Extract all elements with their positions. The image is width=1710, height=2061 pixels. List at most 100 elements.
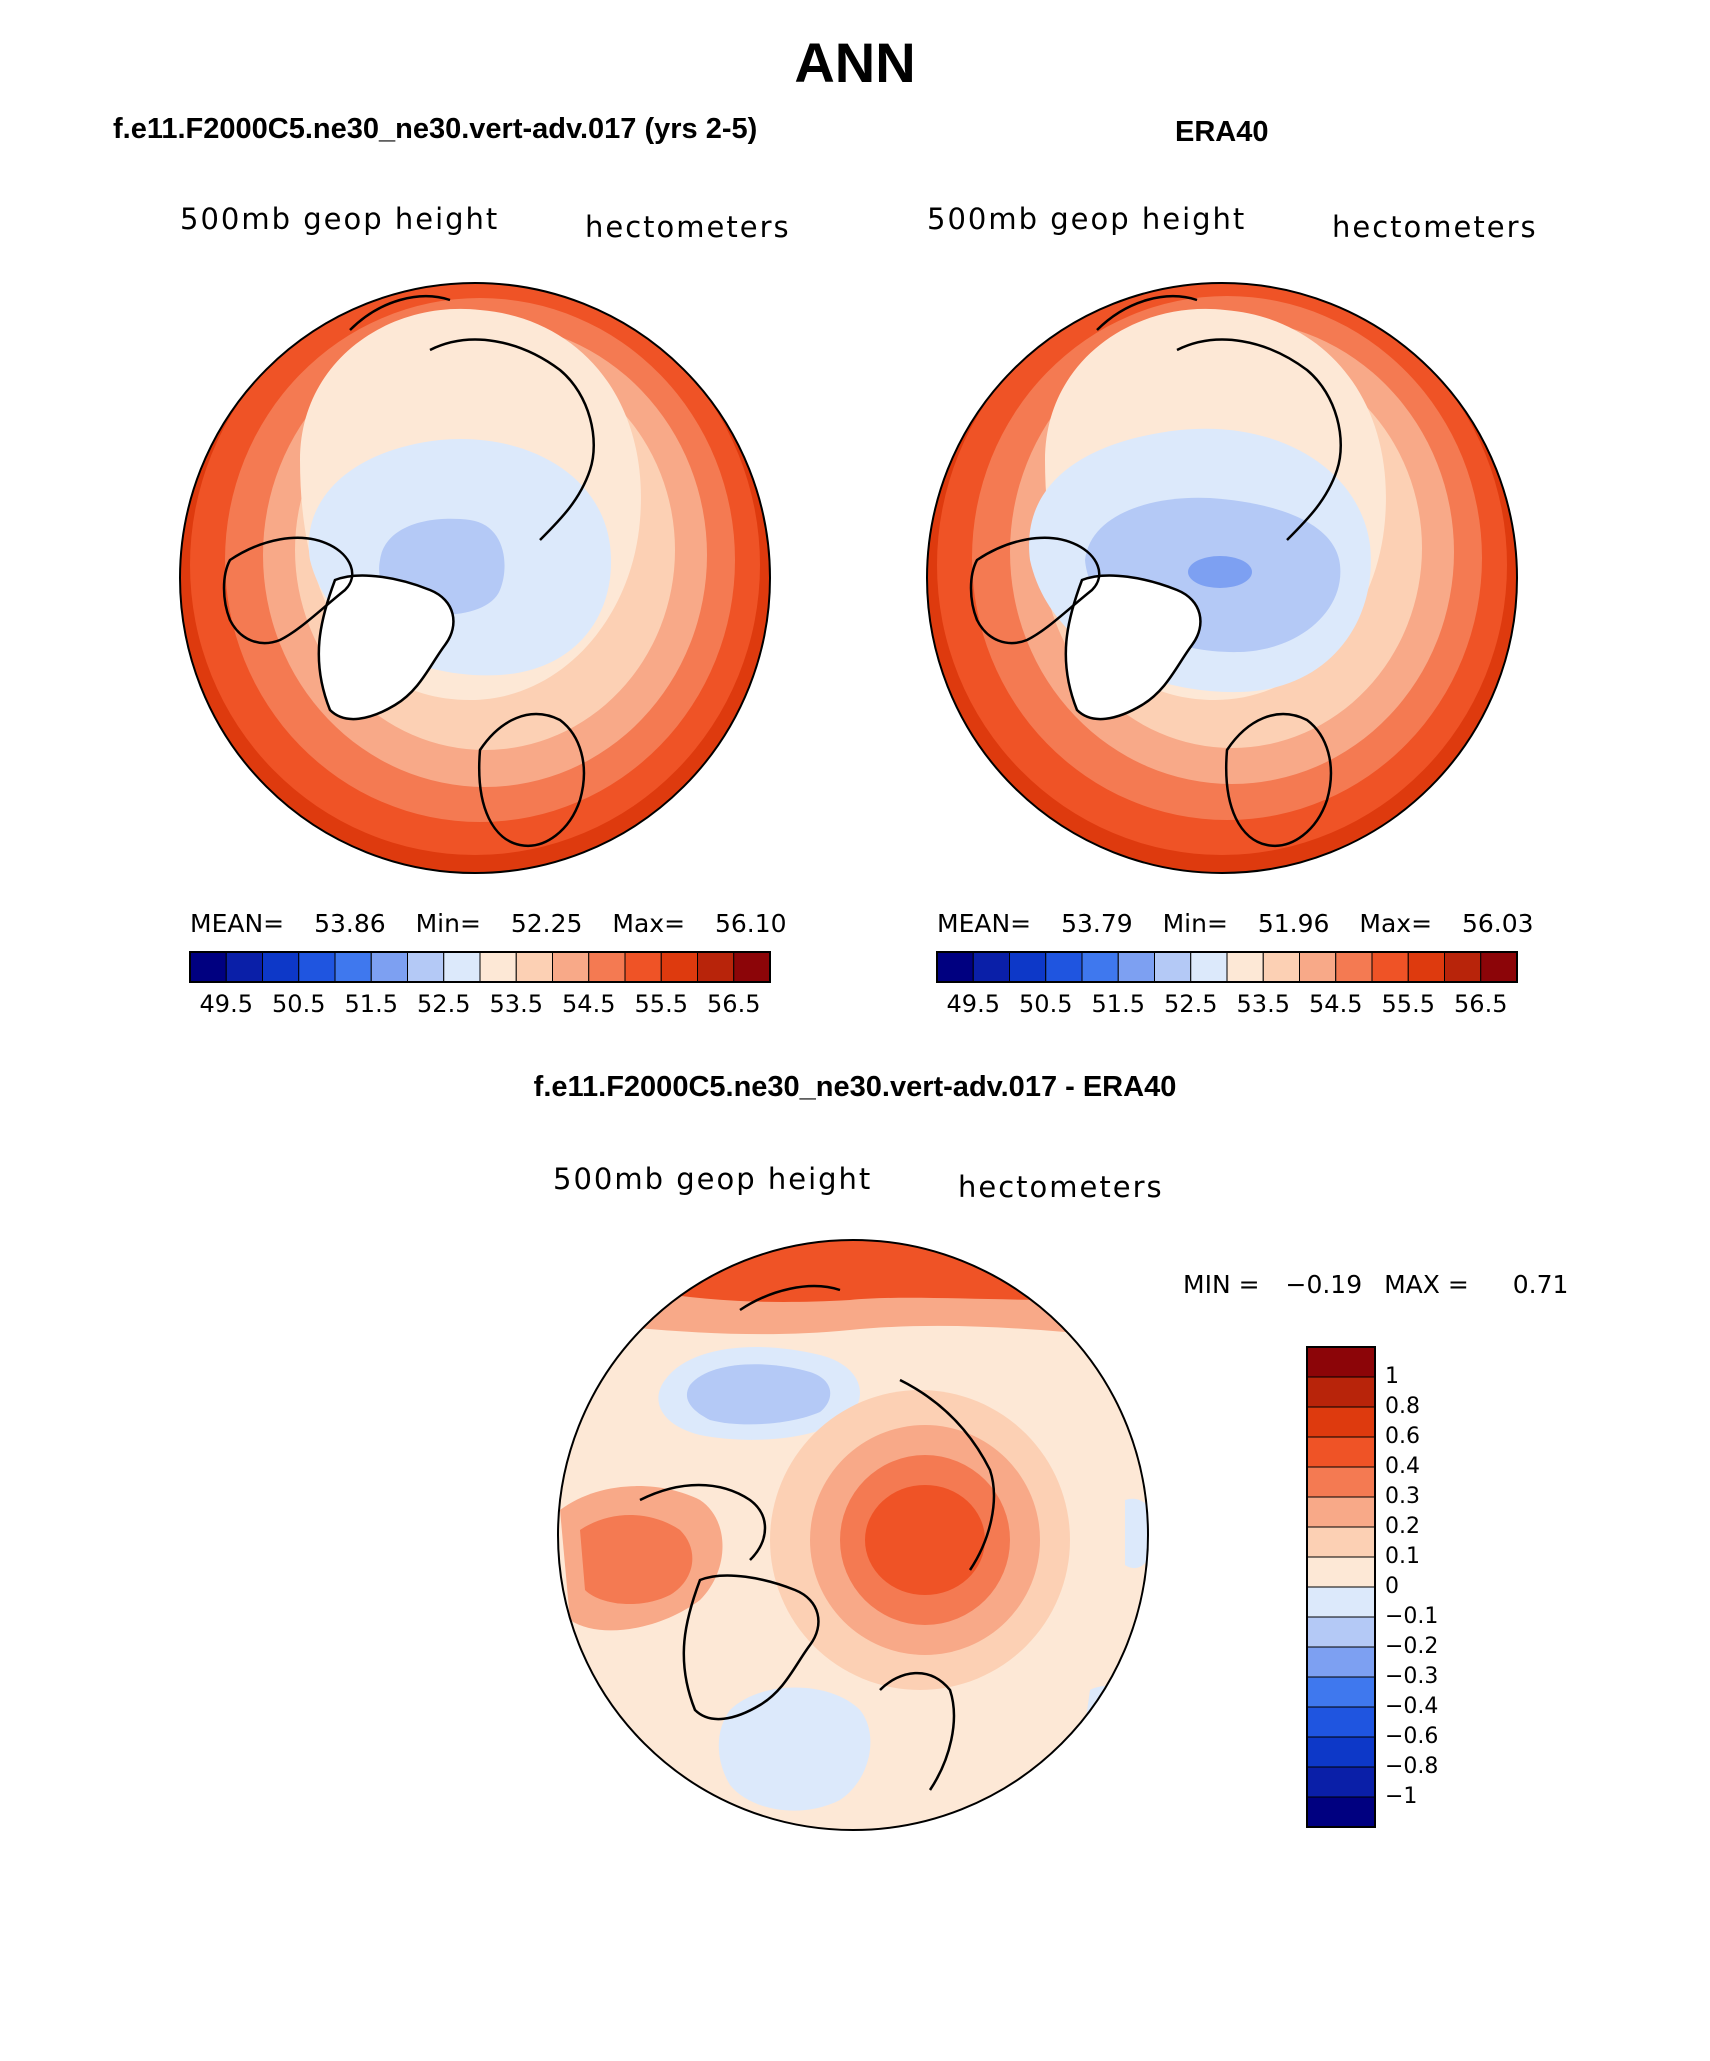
diff-negative-north-core: [686, 1364, 831, 1425]
diff-colorbar-swatch: [1306, 1436, 1376, 1468]
diff-colorbar-swatch: [1306, 1766, 1376, 1798]
obs-stats: MEAN= 53.79 Min= 51.96 Max= 56.03: [937, 909, 1534, 938]
model-colorbar-swatch: [298, 951, 336, 983]
model-colorbar-swatch: [334, 951, 372, 983]
obs-colorbar-tick-label: 56.5: [1454, 990, 1508, 1018]
obs-colorbar-tick-label: 55.5: [1381, 990, 1435, 1018]
obs-mean-value: 53.79: [1061, 909, 1133, 938]
diff-top-strong: [640, 1240, 1060, 1302]
diff-negative-south: [718, 1687, 871, 1811]
obs-colorbar-swatch: [972, 951, 1010, 983]
diff-colorbar-swatch: [1306, 1676, 1376, 1708]
diff-colorbar-swatch: [1306, 1556, 1376, 1588]
diff-colorbar-swatch: [1306, 1466, 1376, 1498]
obs-colorbar-swatch: [1371, 951, 1409, 983]
model-colorbar-tick-label: 52.5: [417, 990, 471, 1018]
model-colorbar-swatch: [189, 951, 227, 983]
diff-max-value: 0.71: [1512, 1270, 1569, 1299]
model-colorbar-swatch: [588, 951, 626, 983]
model-min-label: Min=: [415, 909, 481, 938]
obs-max-value: 56.03: [1462, 909, 1534, 938]
diff-colorbar-tick-label: 0.3: [1385, 1484, 1420, 1509]
diff-colorbar-swatch: [1306, 1796, 1376, 1828]
model-mean-label: MEAN=: [190, 909, 285, 938]
model-europe: [478, 712, 586, 848]
diff-colorbar-tick-label: −0.6: [1385, 1724, 1439, 1749]
diff-colorbar-tick-label: 0: [1385, 1574, 1399, 1599]
model-colorbar-swatch: [697, 951, 735, 983]
diff-colorbar-swatch: [1306, 1646, 1376, 1678]
model-colorbar-swatch: [479, 951, 517, 983]
model-colorbar-border: [189, 951, 771, 983]
diff-asia-coast: [899, 1378, 996, 1571]
model-colorbar-swatch: [262, 951, 300, 983]
model-greenland: [317, 574, 455, 721]
obs-colorbar-swatch: [1335, 951, 1373, 983]
obs-colorbar-swatch: [1299, 951, 1337, 983]
obs-canada: [969, 536, 1101, 645]
obs-europe: [1225, 712, 1333, 848]
obs-colorbar-swatch: [1444, 951, 1482, 983]
model-colorbar-tick-label: 55.5: [634, 990, 688, 1018]
diff-colorbar: [1306, 1346, 1376, 1828]
model-colorbar-swatch: [660, 951, 698, 983]
model-colorbar-swatch: [552, 951, 590, 983]
model-colorbar-tick-label: 51.5: [344, 990, 398, 1018]
diff-colorbar-swatch: [1306, 1526, 1376, 1558]
diff-colorbar-tick-label: −0.3: [1385, 1664, 1439, 1689]
model-colorbar-swatch: [407, 951, 445, 983]
diff-field-label: 500mb geop height: [553, 1162, 873, 1196]
model-colorbar-swatch: [624, 951, 662, 983]
obs-field-label: 500mb geop height: [927, 202, 1247, 236]
diff-europe: [879, 1671, 956, 1791]
obs-colorbar-swatch: [1081, 951, 1119, 983]
obs-panel-title: ERA40: [1175, 116, 1269, 148]
model-alaska: [349, 295, 451, 331]
diff-alaska: [739, 1284, 841, 1312]
diff-colorbar-border: [1306, 1346, 1376, 1828]
obs-asia-coast: [1176, 338, 1342, 541]
model-colorbar-tick-label: 54.5: [562, 990, 616, 1018]
diff-colorbar-tick-label: 0.4: [1385, 1454, 1420, 1479]
model-colorbar-swatch: [733, 951, 771, 983]
diff-min-label: MIN =: [1183, 1270, 1260, 1299]
obs-band-49: [1188, 556, 1252, 588]
diff-positive-west-core: [580, 1515, 693, 1605]
diff-colorbar-labels: 1 0.8 0.6 0.4 0.3 0.2 0.1 0 −0.1 −0.2 −0.3 −0.4 −0.6…: [1385, 1347, 1465, 1827]
diff-colorbar-tick-label: −0.4: [1385, 1694, 1439, 1719]
diff-colorbar-tick-label: −1: [1385, 1784, 1418, 1809]
model-mean-value: 53.86: [314, 909, 386, 938]
model-colorbar-tick-label: 53.5: [489, 990, 543, 1018]
model-max-value: 56.10: [715, 909, 787, 938]
obs-colorbar-tick-label: 53.5: [1236, 990, 1290, 1018]
diff-units-label: hectometers: [958, 1170, 1164, 1204]
obs-colorbar-swatch: [1407, 951, 1445, 983]
diff-positive-core: [865, 1485, 985, 1595]
obs-colorbar-tick-label: 49.5: [946, 990, 1000, 1018]
obs-alaska: [1096, 295, 1198, 331]
obs-colorbar-labels: 49.5 50.5 51.5 52.5 53.5 54.5 55.5 56.5: [937, 990, 1517, 1020]
diff-colorbar-tick-label: 0.1: [1385, 1544, 1420, 1569]
model-field-label: 500mb geop height: [180, 202, 500, 236]
model-colorbar-tick-label: 50.5: [272, 990, 326, 1018]
obs-mean-label: MEAN=: [937, 909, 1032, 938]
diff-negative-southeast: [1085, 1686, 1126, 1738]
obs-min-value: 51.96: [1257, 909, 1330, 938]
model-canada: [222, 536, 354, 645]
diff-map-border: [557, 1239, 1149, 1831]
obs-colorbar-tick-label: 50.5: [1019, 990, 1073, 1018]
obs-colorbar-swatch: [1154, 951, 1192, 983]
model-min-value: 52.25: [510, 909, 583, 938]
diff-colorbar-tick-label: 0.2: [1385, 1514, 1420, 1539]
diff-colorbar-tick-label: −0.1: [1385, 1604, 1439, 1629]
obs-max-label: Max=: [1359, 909, 1433, 938]
obs-colorbar-swatch: [1009, 951, 1047, 983]
model-max-label: Max=: [612, 909, 686, 938]
model-colorbar-tick-label: 49.5: [199, 990, 253, 1018]
obs-units-label: hectometers: [1332, 210, 1538, 244]
model-asia-coast: [429, 338, 595, 541]
obs-colorbar-border: [936, 951, 1518, 983]
